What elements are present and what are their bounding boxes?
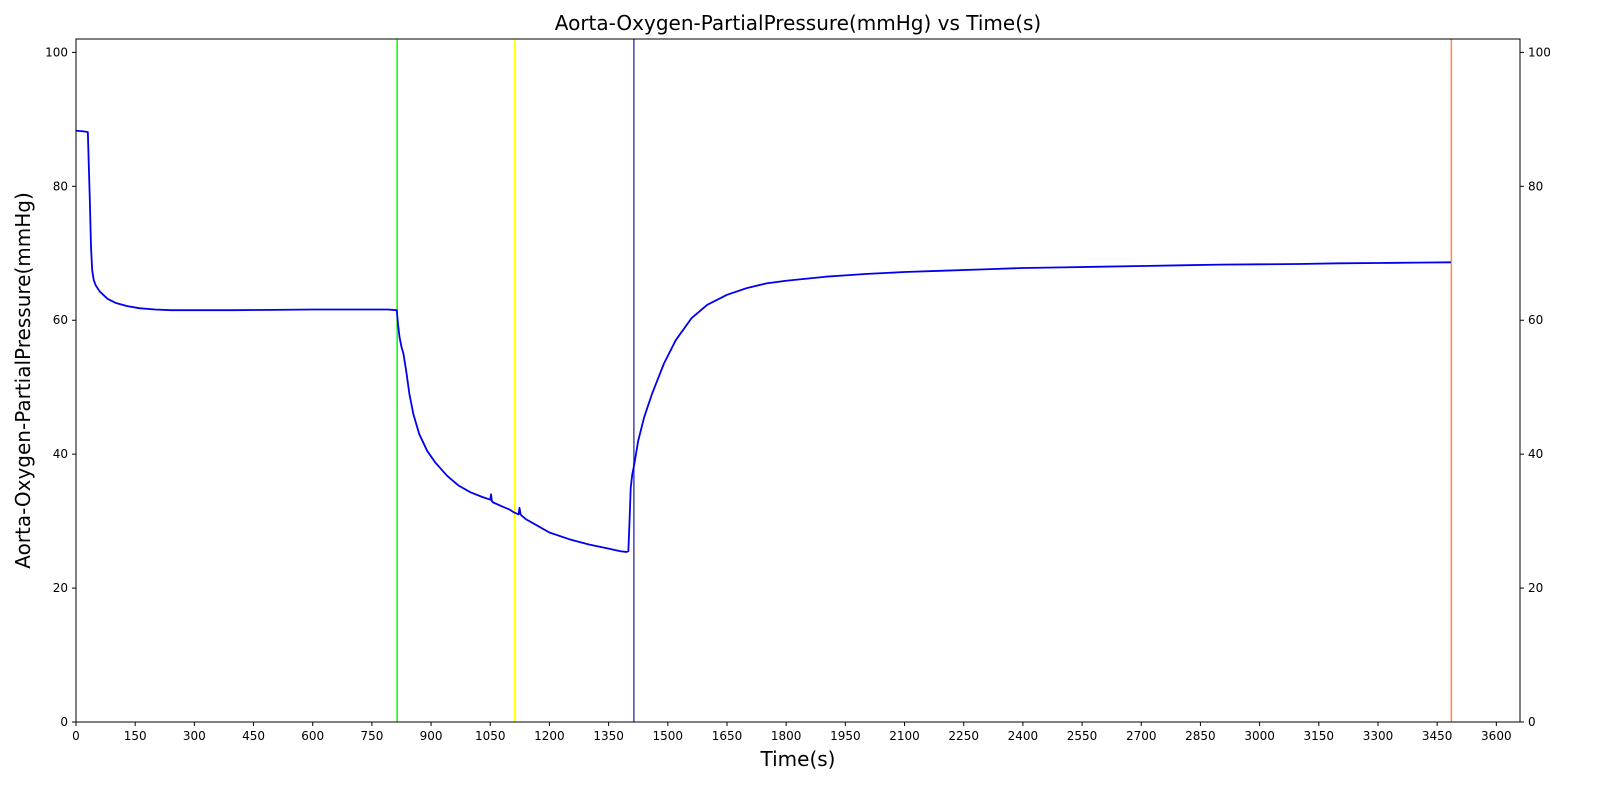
x-tick-label: 300 — [183, 729, 206, 743]
y-tick-label: 80 — [53, 179, 68, 193]
x-axis: 0 150 300 450 600 750 900 1050 1200 1350 1500 1650 1… — [72, 722, 1512, 743]
x-tick-label: 3150 — [1304, 729, 1335, 743]
right-y-tick-label: 80 — [1528, 179, 1543, 193]
x-tick-label: 2250 — [948, 729, 979, 743]
x-tick-label: 3300 — [1363, 729, 1394, 743]
x-tick-label: 3450 — [1422, 729, 1453, 743]
x-tick-label: 3600 — [1481, 729, 1512, 743]
x-tick-label: 2700 — [1126, 729, 1157, 743]
x-tick-label: 2550 — [1067, 729, 1098, 743]
x-tick-label: 1200 — [534, 729, 565, 743]
x-tick-label: 1050 — [475, 729, 506, 743]
x-axis-label: Time(s) — [760, 747, 836, 771]
y-axis-label: Aorta-Oxygen-PartialPressure(mmHg) — [11, 192, 35, 569]
x-tick-label: 2400 — [1008, 729, 1039, 743]
x-tick-label: 2100 — [889, 729, 920, 743]
right-y-tick-label: 40 — [1528, 447, 1543, 461]
x-tick-label: 1800 — [771, 729, 802, 743]
x-tick-label: 1950 — [830, 729, 861, 743]
right-y-tick-label: 20 — [1528, 581, 1543, 595]
x-tick-label: 1650 — [712, 729, 743, 743]
x-tick-label: 750 — [360, 729, 383, 743]
chart-title: Aorta-Oxygen-PartialPressure(mmHg) vs Ti… — [555, 11, 1041, 35]
x-tick-label: 2850 — [1185, 729, 1216, 743]
y-tick-label: 40 — [53, 447, 68, 461]
y-tick-label: 20 — [53, 581, 68, 595]
right-y-tick-label: 0 — [1528, 715, 1536, 729]
series-layer — [75, 129, 1451, 553]
y-tick-label: 60 — [53, 313, 68, 327]
plot-frame — [75, 38, 1521, 723]
y-tick-label: 0 — [60, 715, 68, 729]
y-axis-left: 0 20 40 60 80 100 — [45, 45, 76, 729]
x-tick-label: 900 — [420, 729, 443, 743]
x-tick-label: 0 — [72, 729, 80, 743]
x-tick-label: 150 — [124, 729, 147, 743]
x-tick-label: 450 — [242, 729, 265, 743]
x-tick-label: 1350 — [593, 729, 624, 743]
y-axis-right: 0 20 40 60 80 100 — [1520, 45, 1551, 729]
y-tick-label: 100 — [45, 45, 68, 59]
x-tick-label: 3000 — [1244, 729, 1275, 743]
x-tick-label: 600 — [301, 729, 324, 743]
right-y-tick-label: 100 — [1528, 45, 1551, 59]
vertical-markers — [396, 39, 1453, 722]
x-tick-label: 1500 — [653, 729, 684, 743]
series-line-0 — [75, 129, 1451, 553]
right-y-tick-label: 60 — [1528, 313, 1543, 327]
